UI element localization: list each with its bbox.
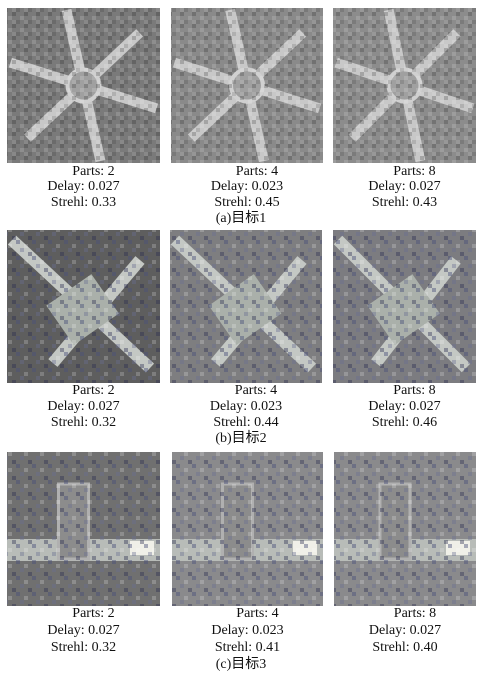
delay-label: Delay: 0.027: [47, 179, 119, 194]
parts-label: Parts: 8: [394, 606, 436, 621]
parts-label: Parts: 2: [72, 606, 114, 621]
texture: [333, 8, 476, 163]
texture: [7, 230, 160, 383]
delay-label: Delay: 0.027: [47, 399, 119, 414]
panel: Parts: 2 Delay: 0.027 Strehl: 0.32: [7, 452, 160, 655]
figure: Parts: 2Delay: 0.027Strehl: 0.33Parts: 4…: [0, 0, 483, 676]
delay-label: Delay: 0.027: [47, 623, 119, 638]
panel: Parts: 8 Delay: 0.027 Strehl: 0.40: [334, 452, 476, 655]
parts-label: Parts: 8: [393, 383, 435, 398]
strehl-label: Strehl: 0.32: [51, 415, 116, 430]
texture: [333, 230, 476, 383]
parts-label: Parts: 2: [72, 383, 114, 398]
row-caption: (a)目标1: [216, 210, 267, 226]
strehl-label: Strehl: 0.32: [51, 640, 116, 655]
delay-label: Delay: 0.027: [368, 179, 440, 194]
parts-label: Parts: 4: [236, 164, 278, 179]
strehl-label: Strehl: 0.43: [372, 195, 437, 210]
parts-label: Parts: 4: [236, 606, 278, 621]
row-caption: (b)目标2: [215, 430, 266, 446]
parts-label: Parts: 8: [393, 164, 435, 179]
strehl-label: Strehl: 0.45: [214, 195, 279, 210]
texture: [172, 452, 323, 606]
strehl-label: Strehl: 0.40: [372, 640, 437, 655]
parts-label: Parts: 4: [235, 383, 277, 398]
texture: [170, 230, 322, 383]
delay-label: Delay: 0.023: [210, 399, 282, 414]
delay-label: Delay: 0.027: [369, 623, 441, 638]
figure-row: Parts: 2 Delay: 0.027 Strehl: 0.32 Parts: 4…: [7, 452, 476, 672]
strehl-label: Strehl: 0.33: [51, 195, 116, 210]
texture: [7, 452, 160, 606]
parts-label: Parts: 2: [72, 164, 114, 179]
strehl-label: Strehl: 0.41: [215, 640, 280, 655]
panel: Parts: 4 Delay: 0.023 Strehl: 0.41: [172, 452, 323, 655]
delay-label: Delay: 0.023: [211, 623, 283, 638]
delay-label: Delay: 0.023: [211, 179, 283, 194]
texture: [171, 8, 323, 163]
strehl-label: Strehl: 0.44: [213, 415, 278, 430]
texture: [334, 452, 476, 606]
texture: [7, 8, 160, 163]
delay-label: Delay: 0.027: [368, 399, 440, 414]
strehl-label: Strehl: 0.46: [372, 415, 437, 430]
row-caption: (c)目标3: [216, 656, 267, 672]
